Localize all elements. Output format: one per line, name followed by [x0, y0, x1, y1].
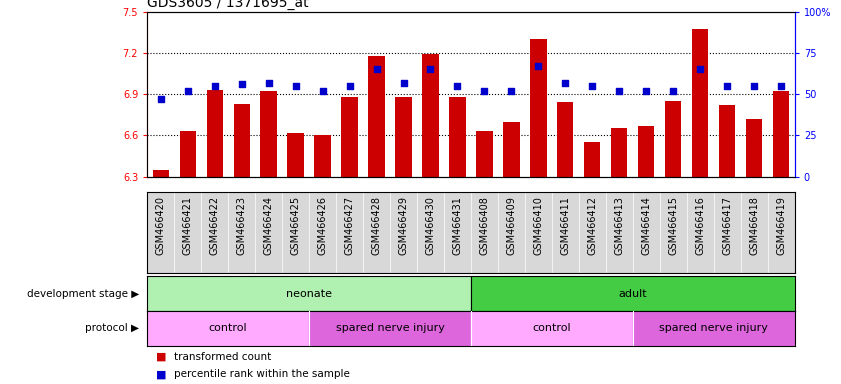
- Text: GSM466418: GSM466418: [749, 196, 759, 255]
- Point: [370, 66, 383, 72]
- Text: control: control: [532, 323, 571, 333]
- Text: transformed count: transformed count: [174, 352, 272, 362]
- Text: GSM466413: GSM466413: [615, 196, 624, 255]
- Text: GSM466429: GSM466429: [399, 196, 409, 255]
- Bar: [309, 311, 471, 346]
- Text: GDS3605 / 1371695_at: GDS3605 / 1371695_at: [147, 0, 309, 10]
- Bar: [368, 56, 384, 177]
- Point: [397, 79, 410, 86]
- Text: GSM466419: GSM466419: [776, 196, 786, 255]
- Bar: [471, 276, 795, 311]
- Bar: [315, 135, 331, 177]
- Text: spared nerve injury: spared nerve injury: [659, 323, 768, 333]
- Text: GSM466408: GSM466408: [479, 196, 489, 255]
- Bar: [719, 105, 735, 177]
- Text: GSM466415: GSM466415: [669, 196, 679, 255]
- Text: GSM466416: GSM466416: [696, 196, 706, 255]
- Point: [612, 88, 626, 94]
- Bar: [147, 311, 309, 346]
- Point: [478, 88, 491, 94]
- Point: [181, 88, 194, 94]
- Point: [316, 88, 330, 94]
- Text: GSM466428: GSM466428: [372, 196, 382, 255]
- Text: GSM466420: GSM466420: [156, 196, 166, 255]
- Point: [505, 88, 518, 94]
- Text: GSM466425: GSM466425: [291, 196, 300, 255]
- Bar: [288, 132, 304, 177]
- Text: adult: adult: [618, 289, 648, 299]
- Bar: [531, 39, 547, 177]
- Point: [424, 66, 437, 72]
- Bar: [422, 54, 438, 177]
- Bar: [449, 97, 466, 177]
- Bar: [476, 131, 493, 177]
- Point: [154, 96, 167, 102]
- Bar: [611, 129, 627, 177]
- Text: control: control: [209, 323, 247, 333]
- Text: GSM466410: GSM466410: [533, 196, 543, 255]
- Bar: [692, 30, 708, 177]
- Bar: [558, 102, 574, 177]
- Point: [748, 83, 761, 89]
- Point: [694, 66, 707, 72]
- Point: [532, 63, 545, 69]
- Bar: [261, 91, 277, 177]
- Point: [585, 83, 599, 89]
- Point: [262, 79, 275, 86]
- Text: GSM466424: GSM466424: [263, 196, 273, 255]
- Text: GSM466417: GSM466417: [722, 196, 733, 255]
- Text: GSM466427: GSM466427: [345, 196, 355, 255]
- Text: GSM466423: GSM466423: [236, 196, 246, 255]
- Bar: [773, 91, 790, 177]
- Text: GSM466431: GSM466431: [452, 196, 463, 255]
- Point: [451, 83, 464, 89]
- Bar: [632, 311, 795, 346]
- Text: GSM466426: GSM466426: [318, 196, 327, 255]
- Point: [288, 83, 302, 89]
- Bar: [746, 119, 762, 177]
- Text: GSM466414: GSM466414: [642, 196, 651, 255]
- Bar: [179, 131, 196, 177]
- Bar: [665, 101, 681, 177]
- Bar: [207, 90, 223, 177]
- Bar: [471, 311, 632, 346]
- Point: [235, 81, 248, 87]
- Bar: [147, 276, 471, 311]
- Text: GSM466412: GSM466412: [587, 196, 597, 255]
- Text: percentile rank within the sample: percentile rank within the sample: [174, 369, 350, 379]
- Point: [721, 83, 734, 89]
- Bar: [503, 122, 520, 177]
- Text: GSM466421: GSM466421: [182, 196, 193, 255]
- Text: neonate: neonate: [286, 289, 332, 299]
- Text: GSM466409: GSM466409: [506, 196, 516, 255]
- Point: [558, 79, 572, 86]
- Text: protocol ▶: protocol ▶: [85, 323, 139, 333]
- Bar: [341, 97, 357, 177]
- Point: [343, 83, 357, 89]
- Text: GSM466430: GSM466430: [426, 196, 436, 255]
- Text: GSM466411: GSM466411: [560, 196, 570, 255]
- Bar: [234, 104, 250, 177]
- Text: spared nerve injury: spared nerve injury: [336, 323, 444, 333]
- Text: GSM466422: GSM466422: [209, 196, 220, 255]
- Text: ■: ■: [156, 352, 166, 362]
- Point: [775, 83, 788, 89]
- Bar: [152, 170, 169, 177]
- Point: [667, 88, 680, 94]
- Point: [208, 83, 221, 89]
- Bar: [584, 142, 600, 177]
- Text: development stage ▶: development stage ▶: [27, 289, 139, 299]
- Bar: [638, 126, 654, 177]
- Bar: [395, 97, 411, 177]
- Text: ■: ■: [156, 369, 166, 379]
- Point: [640, 88, 653, 94]
